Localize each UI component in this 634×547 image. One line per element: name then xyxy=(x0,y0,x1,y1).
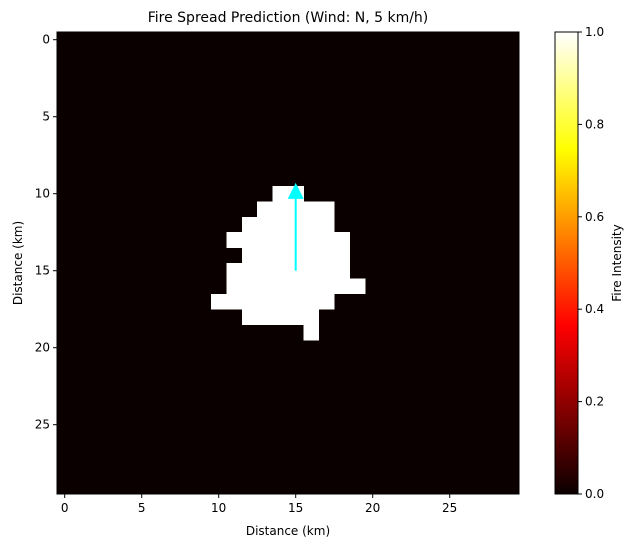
x-tick-label: 20 xyxy=(365,501,380,515)
colorbar-tick-label: 0.2 xyxy=(585,395,604,409)
colorbar-tick-label: 0.8 xyxy=(585,117,604,131)
y-axis-ticks: 0 5 10 15 20 25 xyxy=(35,33,57,432)
burning-cells xyxy=(241,309,320,325)
y-tick-label: 25 xyxy=(35,418,50,432)
y-tick-label: 10 xyxy=(35,187,50,201)
y-tick-label: 15 xyxy=(35,264,50,278)
colorbar-label: Fire Intensity xyxy=(610,224,624,301)
wind-arrow xyxy=(287,182,304,271)
colorbar-tick-label: 0.0 xyxy=(585,487,604,501)
colorbar-tick-label: 0.6 xyxy=(585,210,604,224)
y-tick-label: 0 xyxy=(42,33,50,47)
heatmap-grid xyxy=(57,32,519,494)
x-tick-label: 25 xyxy=(442,501,457,515)
x-tick-label: 10 xyxy=(211,501,226,515)
x-tick-label: 5 xyxy=(138,501,146,515)
wind-arrow-head xyxy=(287,182,304,199)
burning-cells xyxy=(211,293,335,310)
y-tick-label: 5 xyxy=(42,110,50,124)
colorbar-tick-label: 1.0 xyxy=(585,25,604,39)
x-tick-label: 0 xyxy=(61,501,69,515)
chart-title: Fire Spread Prediction (Wind: N, 5 km/h) xyxy=(148,10,429,26)
colorbar xyxy=(554,31,579,495)
x-axis-ticks: 0 5 10 15 20 25 xyxy=(61,494,457,515)
x-axis-label: Distance (km) xyxy=(246,524,330,538)
plot-frame xyxy=(56,31,520,495)
burning-cells xyxy=(226,263,350,279)
burning-cells xyxy=(303,324,320,341)
y-tick-label: 20 xyxy=(35,341,50,355)
colorbar-ticks: 0.0 0.2 0.4 0.6 0.8 1.0 xyxy=(578,25,604,501)
burning-cells xyxy=(241,216,335,233)
x-tick-label: 15 xyxy=(288,501,303,515)
colorbar-tick-label: 0.4 xyxy=(585,302,604,316)
burning-cells xyxy=(226,232,350,248)
y-axis-label: Distance (km) xyxy=(11,221,25,305)
burning-cells xyxy=(226,278,366,295)
